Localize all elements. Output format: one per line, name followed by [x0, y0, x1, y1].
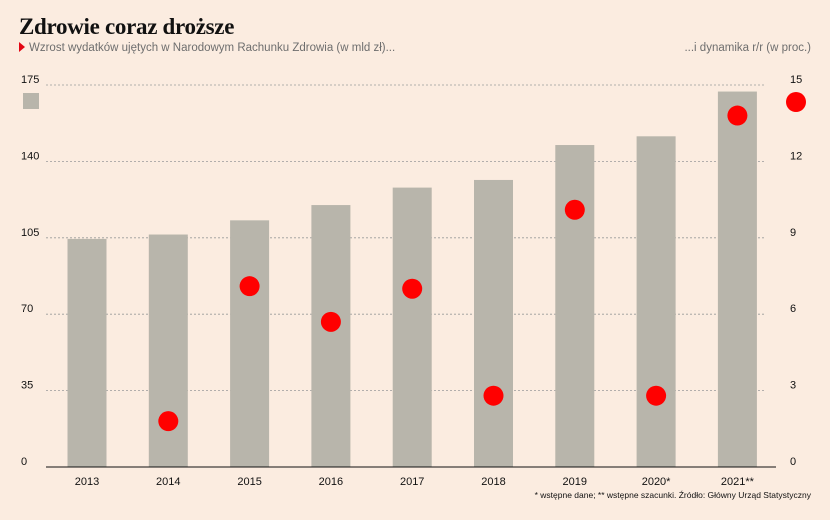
left-subtitle-text: Wzrost wydatków ujętych w Narodowym Rach…: [29, 42, 396, 54]
x-tick-label: 2020*: [642, 476, 671, 488]
bar: [148, 234, 188, 467]
right-axis-subtitle: ...i dynamika r/r (w proc.): [684, 42, 811, 54]
x-tick-label: 2021**: [721, 476, 755, 488]
left-tick-label: 35: [21, 380, 33, 392]
growth-dot: [239, 276, 260, 297]
x-tick-label: 2018: [481, 476, 505, 488]
triangle-marker-icon: [19, 42, 25, 52]
bar: [474, 179, 513, 467]
growth-dot: [483, 385, 504, 406]
growth-dot: [158, 411, 179, 432]
x-tick-label: 2017: [400, 476, 424, 488]
x-tick-label: 2015: [237, 476, 261, 488]
left-tick-label: 175: [21, 74, 39, 86]
right-tick-label: 9: [790, 227, 796, 239]
left-tick-label: 70: [21, 303, 33, 315]
growth-dot: [402, 278, 423, 299]
bar: [392, 187, 432, 467]
left-axis-subtitle: Wzrost wydatków ujętych w Narodowym Rach…: [19, 42, 395, 54]
growth-dot: [646, 385, 667, 406]
bar: [67, 238, 107, 467]
x-tick-label: 2019: [563, 476, 587, 488]
right-tick-label: 15: [790, 74, 802, 86]
bar: [230, 220, 270, 467]
growth-dot: [320, 311, 341, 332]
right-tick-label: 6: [790, 303, 796, 315]
bar: [555, 145, 595, 467]
left-tick-label: 0: [21, 456, 27, 468]
source-footnote: * wstępne dane; ** wstępne szacunki. Źró…: [534, 490, 811, 500]
legend-dot-swatch: [786, 92, 806, 112]
x-tick-label: 2013: [75, 476, 99, 488]
left-tick-label: 140: [21, 150, 39, 162]
x-tick-label: 2016: [319, 476, 343, 488]
growth-dot: [727, 105, 748, 126]
right-tick-label: 3: [790, 380, 796, 392]
legend-bar-swatch: [23, 93, 39, 109]
bar: [311, 205, 351, 468]
right-tick-label: 0: [790, 456, 796, 468]
bar: [636, 136, 676, 467]
right-tick-label: 12: [790, 150, 802, 162]
growth-dot: [564, 199, 585, 220]
bar: [717, 91, 757, 467]
left-tick-label: 105: [21, 227, 39, 239]
x-tick-label: 2014: [156, 476, 180, 488]
chart-title: Zdrowie coraz droższe: [19, 14, 235, 39]
